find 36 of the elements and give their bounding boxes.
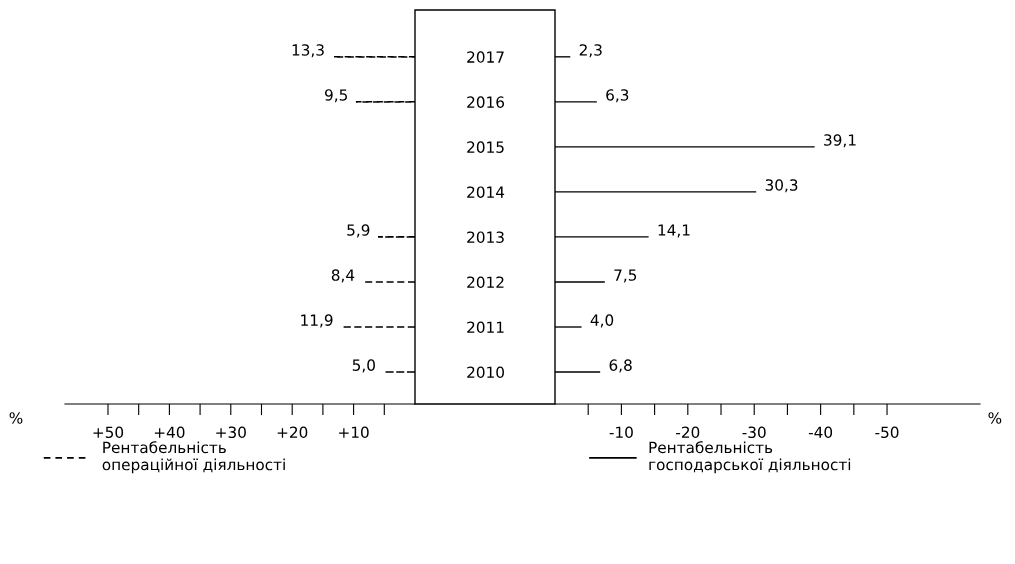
data-label: 5,9	[347, 224, 370, 238]
legend-label: Рентабельність операційної діяльності	[102, 441, 285, 474]
y-tick-label: 2016	[467, 96, 505, 108]
annotation: 7,5	[614, 269, 637, 283]
annotation: 4,0	[590, 314, 614, 328]
annotation: 6,3	[606, 89, 629, 103]
x-tick-label: -50	[875, 426, 899, 439]
y-tick-label: 2010	[467, 366, 504, 379]
data-label: 5,0	[352, 359, 375, 373]
annotation: 2,3	[579, 44, 602, 58]
x-tick-label: -40	[808, 426, 833, 439]
x-axis-title: %	[988, 412, 1002, 424]
y-tick-label: 2015	[467, 141, 504, 153]
annotation: 6,8	[609, 359, 632, 373]
x-tick-label: +40	[154, 426, 185, 439]
x-tick-label: -10	[609, 426, 633, 439]
y-tick-label: 2014	[467, 186, 505, 198]
x-tick-label: -20	[676, 426, 700, 439]
x-tick-label: +30	[216, 426, 246, 439]
x-tick-label: +10	[339, 426, 369, 439]
y-tick-label: 2013	[467, 231, 504, 243]
x-tick-label: +50	[93, 426, 124, 439]
y-tick-label: 2012	[467, 276, 504, 288]
data-label: 11,9	[301, 314, 333, 328]
y-tick-label: 2011	[467, 321, 504, 334]
y-tick-label: 2017	[467, 51, 504, 63]
data-label: 13,3	[292, 44, 324, 58]
legend-label: Рентабельність господарської діяльності	[649, 441, 851, 474]
data-label: 8,4	[331, 269, 355, 283]
annotation: 14,1	[658, 224, 690, 238]
x-tick-label: +20	[277, 426, 308, 439]
annotation: 39,1	[824, 134, 856, 148]
x-axis-title: %	[9, 412, 23, 424]
data-label: 9,5	[325, 89, 347, 103]
annotation: 30,3	[765, 179, 798, 193]
x-tick-label: -30	[742, 426, 766, 439]
